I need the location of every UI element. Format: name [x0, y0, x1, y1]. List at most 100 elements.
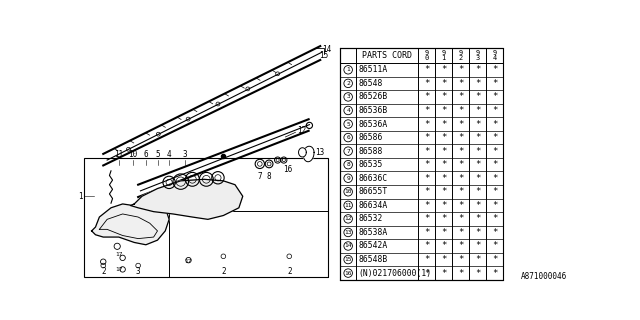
Text: *: *	[475, 65, 480, 74]
Text: *: *	[475, 187, 480, 196]
Text: *: *	[475, 228, 480, 237]
Text: *: *	[441, 187, 446, 196]
Text: 4: 4	[346, 108, 350, 113]
Text: *: *	[458, 147, 463, 156]
Text: *: *	[441, 214, 446, 223]
Text: 2: 2	[221, 267, 226, 276]
Text: 2: 2	[101, 267, 106, 276]
Text: 9
3: 9 3	[476, 50, 480, 61]
Text: 8: 8	[346, 162, 350, 167]
Text: *: *	[441, 160, 446, 169]
Text: 12: 12	[297, 126, 307, 135]
Text: *: *	[458, 242, 463, 251]
Text: 12: 12	[344, 216, 352, 221]
Text: *: *	[458, 79, 463, 88]
Text: *: *	[475, 120, 480, 129]
Text: 2: 2	[287, 267, 292, 276]
Text: *: *	[458, 228, 463, 237]
Text: *: *	[492, 201, 497, 210]
Text: *: *	[458, 92, 463, 101]
Text: *: *	[458, 201, 463, 210]
Text: *: *	[458, 268, 463, 277]
Bar	[340, 48, 503, 280]
Text: 86586: 86586	[358, 133, 383, 142]
Text: *: *	[475, 79, 480, 88]
Text: *: *	[475, 92, 480, 101]
Text: 17: 17	[115, 267, 122, 272]
Text: *: *	[475, 268, 480, 277]
Text: A871000046: A871000046	[520, 272, 566, 281]
Text: *: *	[475, 133, 480, 142]
Text: *: *	[458, 174, 463, 183]
Text: *: *	[492, 268, 497, 277]
Text: *: *	[424, 160, 429, 169]
Text: 17: 17	[115, 252, 122, 257]
Text: *: *	[492, 187, 497, 196]
Text: 10: 10	[128, 150, 138, 159]
Text: *: *	[424, 255, 429, 264]
Text: *: *	[424, 214, 429, 223]
Text: 14: 14	[322, 44, 331, 53]
Text: 1: 1	[346, 67, 350, 72]
Text: *: *	[424, 79, 429, 88]
Text: *: *	[441, 120, 446, 129]
Text: 5: 5	[155, 150, 160, 159]
Text: 15: 15	[319, 51, 328, 60]
Text: 9: 9	[346, 176, 350, 181]
Text: *: *	[475, 147, 480, 156]
Text: *: *	[492, 120, 497, 129]
Polygon shape	[303, 146, 314, 162]
Text: 86536B: 86536B	[358, 106, 387, 115]
Text: *: *	[424, 106, 429, 115]
Text: *: *	[492, 214, 497, 223]
Text: 8: 8	[267, 172, 271, 180]
Text: 16: 16	[283, 165, 292, 174]
Text: 15: 15	[344, 257, 352, 262]
Text: 16: 16	[344, 271, 352, 276]
Text: *: *	[441, 92, 446, 101]
Text: *: *	[441, 65, 446, 74]
Text: *: *	[424, 120, 429, 129]
Text: 86548: 86548	[358, 79, 383, 88]
Text: *: *	[458, 106, 463, 115]
Text: 86588: 86588	[358, 147, 383, 156]
Text: *: *	[458, 120, 463, 129]
Text: 14: 14	[344, 244, 352, 249]
Text: 13: 13	[344, 230, 352, 235]
Text: 86535: 86535	[358, 160, 383, 169]
Text: 17: 17	[185, 259, 192, 264]
Text: 1: 1	[79, 192, 83, 201]
Text: 4: 4	[167, 150, 172, 159]
Text: 7: 7	[257, 172, 262, 180]
Text: *: *	[492, 242, 497, 251]
Text: *: *	[492, 228, 497, 237]
Text: 9
2: 9 2	[458, 50, 463, 61]
Bar	[169, 212, 328, 277]
Text: 6: 6	[143, 150, 148, 159]
Text: *: *	[441, 79, 446, 88]
Text: 9
0: 9 0	[424, 50, 429, 61]
Text: *: *	[441, 133, 446, 142]
Text: *: *	[492, 133, 497, 142]
Text: *: *	[492, 65, 497, 74]
Text: 3: 3	[182, 150, 187, 159]
Text: *: *	[424, 133, 429, 142]
Text: 9
4: 9 4	[493, 50, 497, 61]
Text: 11: 11	[344, 203, 352, 208]
Text: *: *	[475, 214, 480, 223]
Text: 3: 3	[136, 267, 140, 276]
Text: *: *	[424, 65, 429, 74]
Text: 2: 2	[346, 81, 350, 86]
Text: (N)021706000(1): (N)021706000(1)	[358, 268, 431, 277]
Text: *: *	[441, 106, 446, 115]
Bar	[84, 158, 328, 277]
Text: 11: 11	[114, 150, 124, 159]
Text: *: *	[492, 174, 497, 183]
Text: *: *	[458, 255, 463, 264]
Text: *: *	[458, 214, 463, 223]
Text: *: *	[424, 201, 429, 210]
Text: *: *	[492, 92, 497, 101]
Polygon shape	[92, 204, 169, 245]
Text: *: *	[441, 255, 446, 264]
Polygon shape	[131, 179, 243, 219]
